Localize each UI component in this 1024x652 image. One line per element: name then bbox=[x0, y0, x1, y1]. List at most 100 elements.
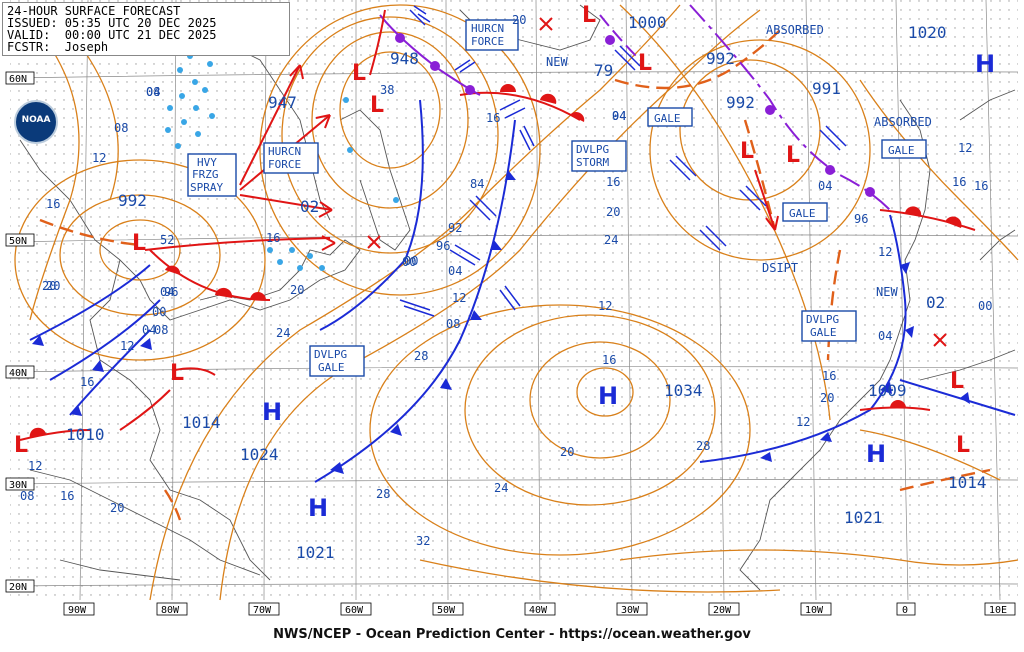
low-symbol: L bbox=[132, 231, 146, 256]
pressure-symbols: H H H H H L L L L L L L L L L L bbox=[14, 3, 995, 522]
isobar-label: 08 bbox=[114, 121, 128, 135]
warning-label: DVLPG bbox=[314, 348, 347, 361]
center-value: 991 bbox=[812, 79, 841, 98]
isobar-label: 16 bbox=[266, 231, 280, 245]
isobar-label: 12 bbox=[796, 415, 810, 429]
center-value: 948 bbox=[390, 49, 419, 68]
isobar-label: 04 bbox=[160, 285, 174, 299]
low-symbol: L bbox=[638, 51, 652, 76]
isobar-label: 20 bbox=[290, 283, 304, 297]
warning-label: DVLPG bbox=[576, 143, 609, 156]
high-symbol: H bbox=[262, 398, 282, 426]
occluded-bumps bbox=[395, 33, 875, 197]
isobar-label: 04 bbox=[448, 264, 462, 278]
forecaster: FCSTR: Joseph bbox=[7, 40, 109, 54]
lon-label: 10W bbox=[805, 605, 824, 616]
center-value: 1009 bbox=[868, 381, 907, 400]
isobar-label: 00 bbox=[978, 299, 992, 313]
logo-text: NOAA bbox=[21, 115, 51, 125]
dashed-troughs bbox=[39, 29, 991, 521]
isobar-label: 12 bbox=[598, 299, 612, 313]
isobars bbox=[14, 4, 1019, 601]
center-value: 1021 bbox=[844, 508, 883, 527]
isobar-label: 12 bbox=[28, 459, 42, 473]
isobar-label: 04 bbox=[818, 179, 832, 193]
lat-label: 50N bbox=[9, 236, 27, 247]
isobar-labels: 0408121620162012162024283228242016121620… bbox=[20, 13, 992, 548]
isobar-label: 24 bbox=[276, 326, 290, 340]
isobar-label: 94 bbox=[612, 109, 626, 123]
isobar-label: 04 bbox=[878, 329, 892, 343]
lon-label: 0 bbox=[902, 605, 908, 616]
isobar-label: 16 bbox=[602, 353, 616, 367]
isobar-label: 16 bbox=[486, 111, 500, 125]
issued-time: ISSUED: 05:35 UTC 20 DEC 2025 bbox=[7, 16, 217, 30]
lat-label: 20N bbox=[9, 582, 27, 593]
isobar-label: 16 bbox=[822, 369, 836, 383]
footer-credit: NWS/NCEP - Ocean Prediction Center - htt… bbox=[0, 624, 1024, 652]
center-value: 1014 bbox=[948, 473, 987, 492]
warning-label: FORCE bbox=[268, 158, 301, 171]
isobar-label: 12 bbox=[120, 339, 134, 353]
isobar-label: 24 bbox=[494, 481, 508, 495]
isobar-label: 00 bbox=[404, 254, 418, 268]
center-value: 1021 bbox=[296, 543, 335, 562]
warning-label: SPRAY bbox=[190, 181, 223, 194]
annotation: NEW bbox=[546, 55, 568, 69]
low-symbol: L bbox=[370, 93, 384, 118]
isobar-label: 38 bbox=[380, 83, 394, 97]
annotation: NEW bbox=[876, 285, 898, 299]
isobar-label: 20 bbox=[820, 391, 834, 405]
annotation: ABSORBED bbox=[766, 23, 824, 37]
warning-label: STORM bbox=[576, 156, 609, 169]
warning-label: HURCN bbox=[268, 145, 301, 158]
lon-label: 20W bbox=[713, 605, 732, 616]
isobar-label: 16 bbox=[952, 175, 966, 189]
lat-label: 30N bbox=[9, 480, 27, 491]
isobar-label: 20 bbox=[606, 205, 620, 219]
isobar-label: 04 bbox=[612, 109, 626, 123]
valid-time: VALID: 00:00 UTC 21 DEC 2025 bbox=[7, 28, 217, 42]
center-value: 02 bbox=[926, 293, 945, 312]
center-value: 02 bbox=[300, 197, 319, 216]
warning-boxes: HURCN FORCE HURCN FORCE HVY FRZG SPRAY D… bbox=[187, 19, 927, 377]
isobar-label: 12 bbox=[452, 291, 466, 305]
isobar-label: 96 bbox=[436, 239, 450, 253]
low-symbol: L bbox=[582, 3, 596, 28]
lon-label: 70W bbox=[253, 605, 272, 616]
x-marks bbox=[367, 17, 947, 347]
low-symbol: L bbox=[352, 61, 366, 86]
low-symbol: L bbox=[170, 361, 184, 386]
low-symbol: L bbox=[950, 369, 964, 394]
annotation: ABSORBED bbox=[874, 115, 932, 129]
isobar-label: 96 bbox=[854, 212, 868, 226]
isobar-label: 08 bbox=[20, 489, 34, 503]
storm-track-arrows bbox=[144, 9, 779, 251]
isobar-label: 52 bbox=[160, 233, 174, 247]
lon-label: 30W bbox=[621, 605, 640, 616]
isobar-label: 20 bbox=[46, 279, 60, 293]
isobar-label: 04 bbox=[146, 85, 160, 99]
center-value: 1014 bbox=[182, 413, 221, 432]
high-symbol: H bbox=[598, 382, 618, 410]
isobar-label: 16 bbox=[974, 179, 988, 193]
isobar-label: 16 bbox=[46, 197, 60, 211]
isobar-label: 00 bbox=[402, 255, 416, 269]
low-symbol: L bbox=[14, 433, 28, 458]
lon-label: 80W bbox=[161, 605, 180, 616]
center-value: 947 bbox=[268, 93, 297, 112]
center-value: 1020 bbox=[908, 23, 947, 42]
warning-label: GALE bbox=[810, 326, 837, 339]
forecast-header: 24-HOUR SURFACE FORECAST ISSUED: 05:35 U… bbox=[2, 2, 290, 56]
isobar-label: 08 bbox=[154, 323, 168, 337]
isobar-label: 84 bbox=[470, 177, 484, 191]
isobar-label: 08 bbox=[446, 317, 460, 331]
warning-label: GALE bbox=[654, 112, 681, 125]
isobar-label: 12 bbox=[878, 245, 892, 259]
lon-label: 90W bbox=[68, 605, 87, 616]
center-value: 1000 bbox=[628, 13, 667, 32]
isobar-label: 32 bbox=[416, 534, 430, 548]
isobar-label: 16 bbox=[606, 175, 620, 189]
annotation: 79 bbox=[594, 61, 613, 80]
